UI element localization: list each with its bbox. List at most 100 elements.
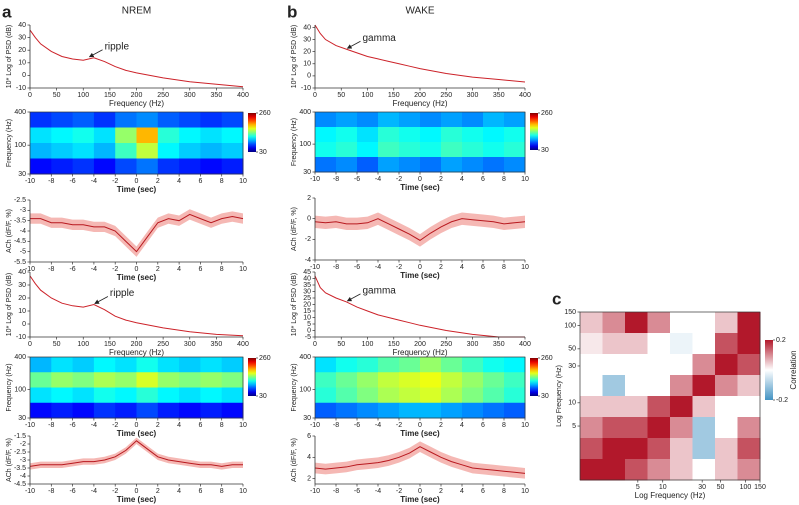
x-tick-label: 150 — [754, 484, 766, 491]
colorbar — [530, 358, 538, 396]
x-tick-label: 30 — [698, 484, 706, 491]
heatmap-cell — [315, 127, 337, 143]
heatmap-cell — [462, 127, 484, 143]
heatmap-cell — [336, 357, 358, 373]
x-tick-label: 0 — [135, 488, 139, 495]
x-tick-label: 100 — [77, 92, 89, 99]
heatmap-cell — [115, 158, 137, 175]
y-tick-label: -10 — [16, 85, 26, 92]
heatmap-cell — [72, 143, 95, 159]
annotation-arrow — [346, 40, 361, 49]
heatmap-cell — [315, 142, 337, 158]
heatmap-cell — [399, 142, 421, 158]
y-tick-label: -2 — [305, 236, 311, 243]
y-tick-label: -5.5 — [14, 259, 26, 266]
heatmap-cell — [315, 387, 337, 404]
heatmap-cell — [378, 357, 400, 373]
heatmap-cell — [115, 143, 137, 159]
heatmap-cell — [336, 402, 358, 419]
heatmap-cell — [157, 372, 180, 388]
heatmap-cell — [462, 387, 484, 404]
x-tick-label: 4 — [460, 422, 464, 429]
x-tick-label: 200 — [414, 92, 426, 99]
data-line — [29, 29, 244, 88]
x-tick-label: 350 — [211, 341, 223, 348]
heatmap-cell — [315, 372, 337, 388]
heatmap-cell — [51, 357, 74, 373]
heatmap-cell — [93, 357, 116, 373]
heatmap-cell — [504, 142, 526, 158]
heatmap-cell — [483, 127, 505, 143]
colorbar — [530, 113, 538, 150]
heatmap-cell — [647, 438, 671, 460]
x-tick-label: -6 — [354, 488, 360, 495]
heatmap-cell — [715, 438, 738, 460]
y-tick-label: 10 — [568, 400, 576, 407]
heatmap-cell — [504, 402, 526, 419]
x-axis-label: Time (sec) — [117, 273, 157, 282]
x-tick-label: -4 — [375, 422, 381, 429]
x-axis-label: Frequency (Hz) — [109, 348, 164, 357]
panel-line: -10 -8 -6 -4 -2 0 2 4 6 8 10 2 4 6 Time (sec) ACh (dF/F… — [291, 433, 529, 504]
error-band — [30, 209, 243, 257]
y-tick-label: 40 — [303, 275, 311, 282]
panel-title: NREM — [122, 6, 151, 17]
heatmap-cell — [580, 417, 603, 439]
heatmap-cell — [115, 127, 137, 144]
x-tick-label: 2 — [439, 176, 443, 183]
heatmap-cell — [93, 402, 116, 419]
heatmap-cell — [30, 143, 52, 159]
x-tick-label: 0 — [135, 422, 139, 429]
heatmap-cell — [692, 333, 716, 355]
y-tick-label: 30 — [18, 171, 26, 178]
y-tick-label: 40 — [18, 22, 26, 29]
heatmap-cell — [136, 372, 159, 388]
y-tick-label: 30 — [303, 36, 311, 43]
heatmap-cell — [30, 112, 52, 128]
heatmap-cell — [441, 357, 463, 373]
heatmap-cell — [670, 375, 693, 397]
x-tick-label: 50 — [53, 92, 61, 99]
x-tick-label: 8 — [220, 178, 224, 185]
x-tick-label: 0 — [135, 178, 139, 185]
x-tick-label: 8 — [502, 176, 506, 183]
data-line — [314, 24, 526, 83]
heatmap-cell — [157, 143, 180, 159]
heatmap-cell — [580, 333, 603, 355]
panel-heatmap: 30 260 -10 -8 -6 -4 -2 0 2 4 6 8 10 30 100 400 Time (sec… — [6, 354, 271, 438]
y-axis-label: Frequency (Hz) — [291, 363, 298, 411]
heatmap-cell — [625, 333, 648, 355]
heatmap-cell — [93, 387, 116, 404]
x-tick-label: -8 — [333, 264, 339, 271]
x-tick-label: -2 — [112, 488, 118, 495]
heatmap-cell — [115, 387, 137, 404]
heatmap-cell — [315, 357, 337, 373]
heatmap-cell — [30, 387, 52, 404]
x-tick-label: 200 — [414, 341, 426, 348]
y-tick-label: 30 — [303, 169, 311, 176]
y-tick-label: -4 — [20, 473, 26, 480]
x-tick-label: -8 — [48, 488, 54, 495]
heatmap-cell — [462, 112, 484, 128]
x-tick-label: 100 — [77, 341, 89, 348]
x-tick-label: -6 — [69, 178, 75, 185]
colorbar-tick-label: 260 — [541, 110, 553, 117]
heatmap-cell — [462, 357, 484, 373]
y-tick-label: 10 — [303, 61, 311, 68]
y-tick-label: -4 — [305, 257, 311, 264]
heatmap-cell — [441, 387, 463, 404]
y-tick-label: 35 — [303, 282, 311, 289]
heatmap-cell — [51, 372, 74, 388]
heatmap-cell — [378, 127, 400, 143]
x-tick-label: 250 — [157, 341, 169, 348]
heatmap-cell — [136, 387, 159, 404]
x-tick-label: 10 — [521, 176, 529, 183]
x-tick-label: 300 — [467, 341, 479, 348]
heatmap-cell — [602, 438, 626, 460]
x-tick-label: 8 — [220, 422, 224, 429]
heatmap-cell — [692, 396, 716, 418]
heatmap-cell — [504, 372, 526, 388]
heatmap-cell — [179, 143, 201, 159]
y-tick-label: 30 — [18, 415, 26, 422]
heatmap-cell — [93, 112, 116, 128]
